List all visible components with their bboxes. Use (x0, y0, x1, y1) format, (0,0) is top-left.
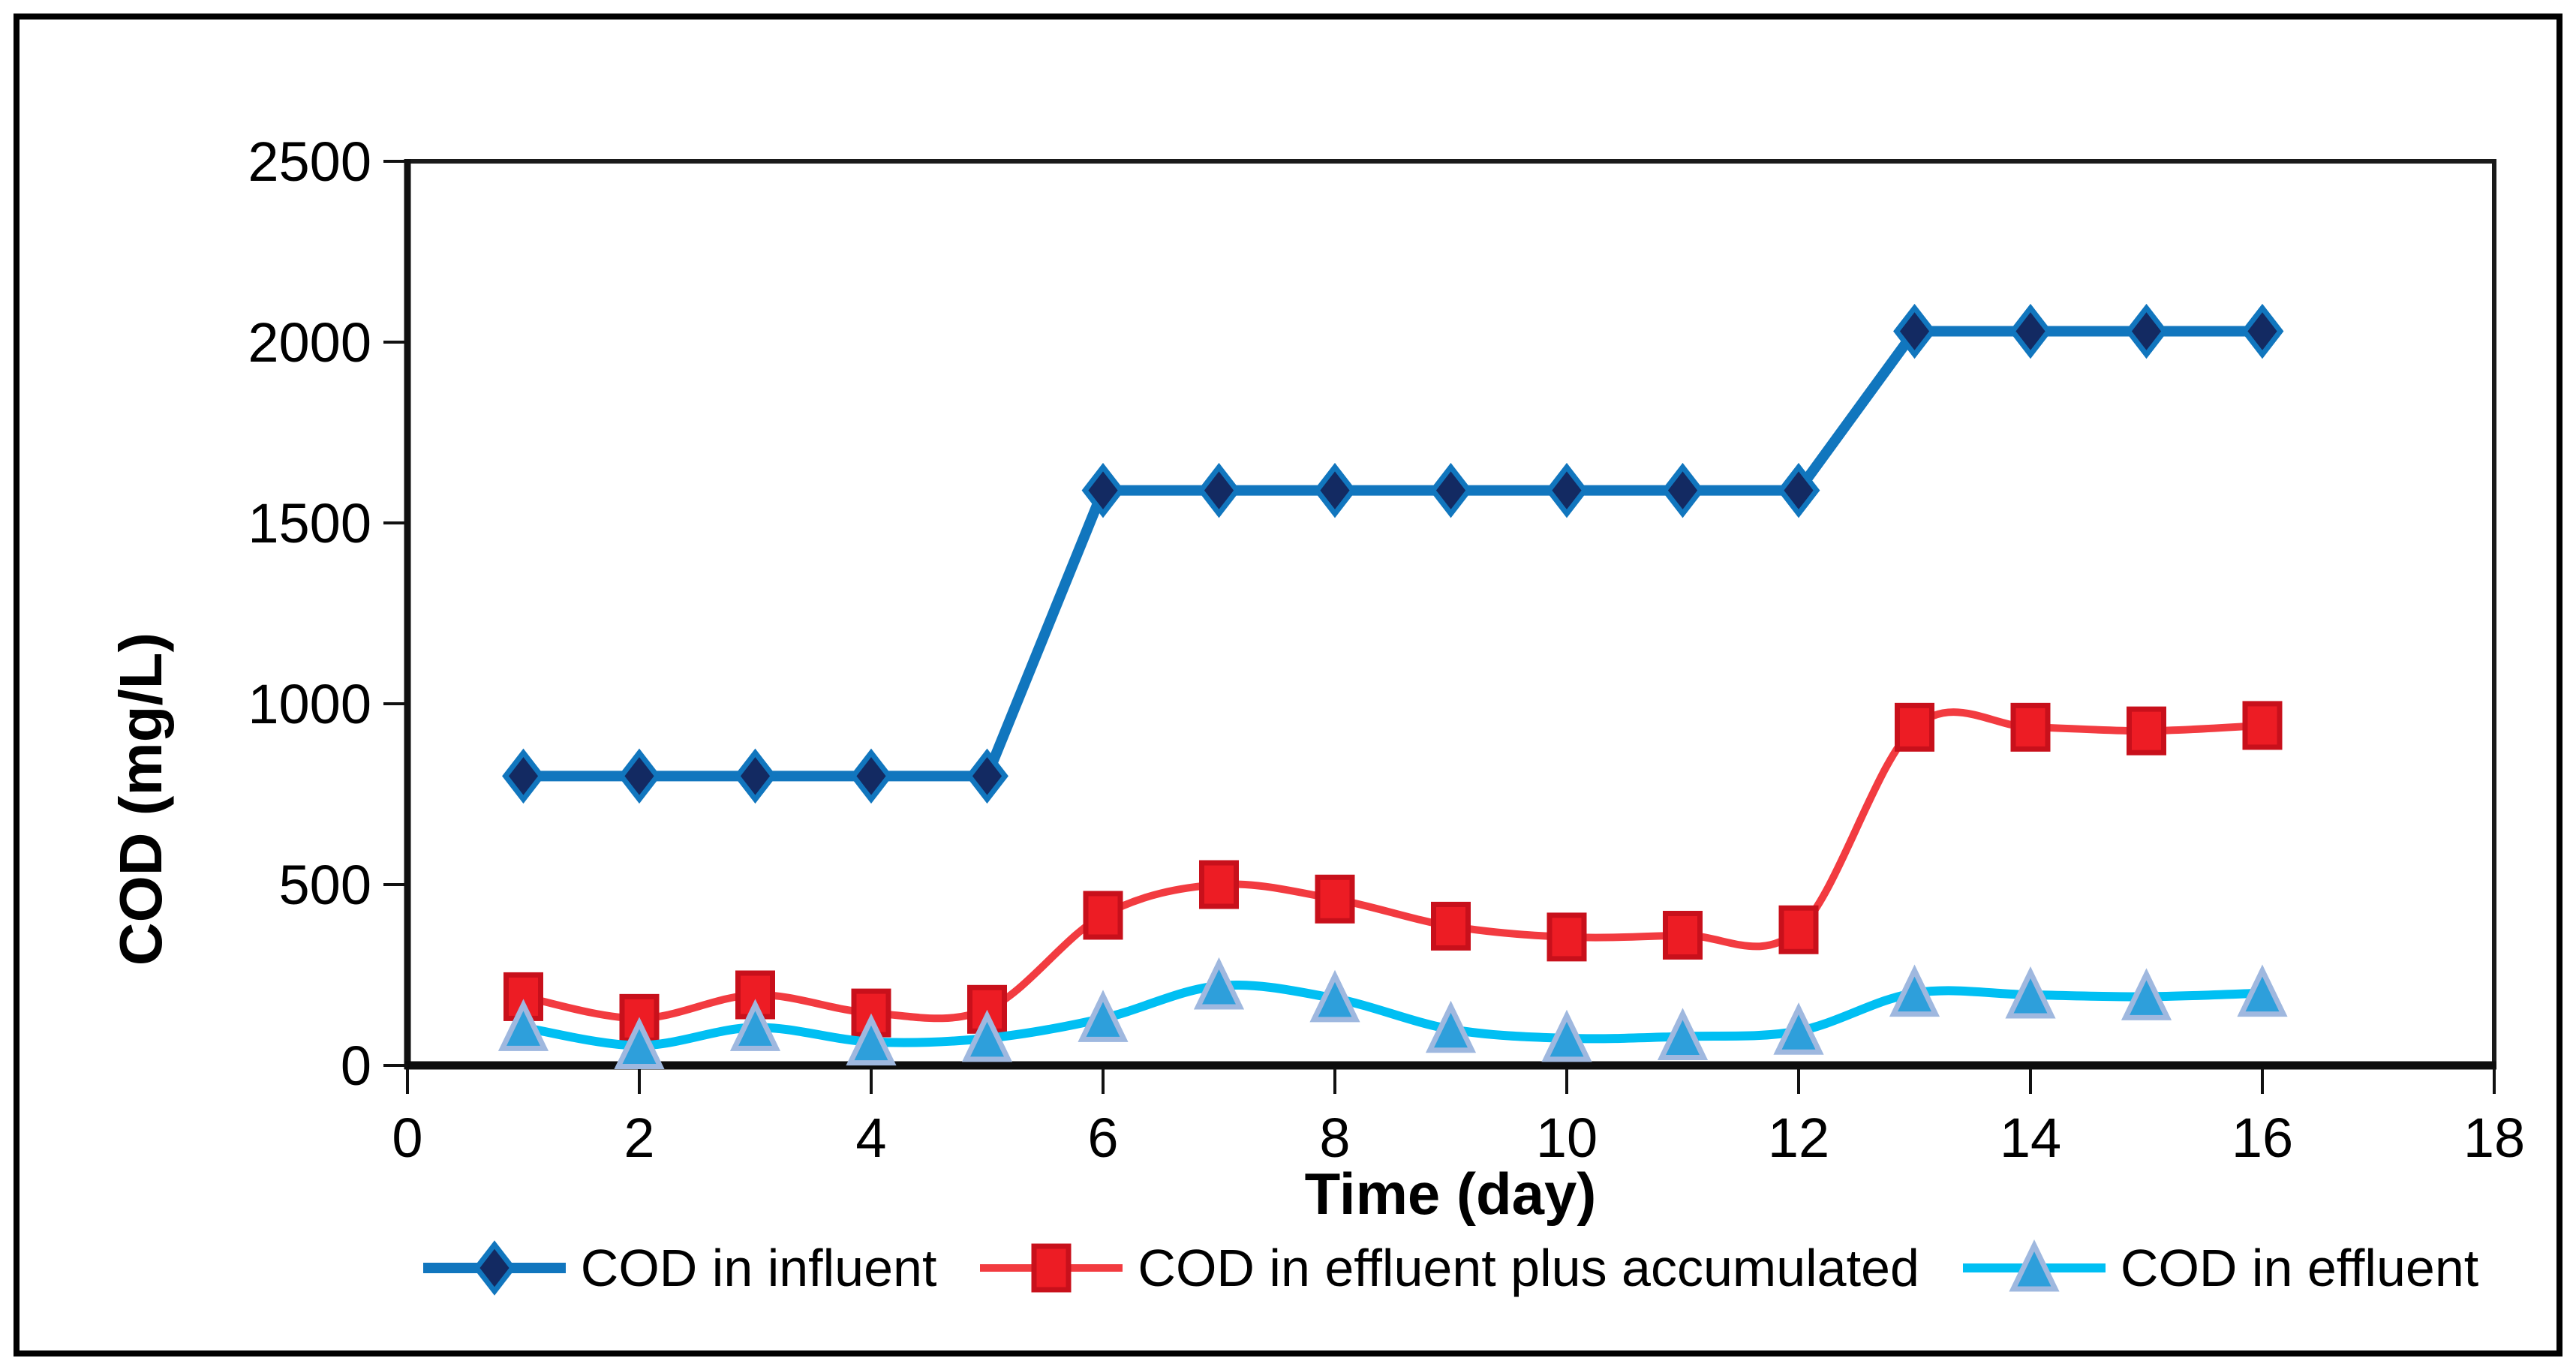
data-point-square (1778, 905, 1819, 954)
data-point-diamond (2125, 303, 2168, 359)
data-point-diamond (2009, 303, 2052, 359)
data-point-diamond (2241, 303, 2284, 359)
data-point-square (2010, 702, 2051, 752)
data-point-square (1663, 910, 1703, 960)
data-point-triangle (2121, 968, 2172, 1020)
data-point-diamond (618, 748, 661, 804)
x-tick-label: 4 (855, 1107, 886, 1169)
legend-marker-square-icon (980, 1243, 1123, 1293)
data-point-diamond (1313, 462, 1357, 518)
data-point-square (1315, 874, 1355, 924)
x-tick-label: 12 (1768, 1107, 1829, 1169)
data-point-square (1547, 912, 1587, 962)
data-point-square (1031, 1243, 1072, 1293)
series-line (519, 980, 2267, 1050)
data-point-triangle (1309, 969, 1360, 1023)
x-tick-label: 16 (2232, 1107, 2293, 1169)
x-tick-label: 18 (2463, 1107, 2525, 1169)
data-point-diamond (1198, 462, 1240, 518)
y-tick-label: 2000 (248, 311, 371, 374)
series-1 (503, 701, 2283, 1043)
x-tick-label: 10 (1536, 1107, 1598, 1169)
y-tick-label: 0 (341, 1035, 371, 1097)
data-point-triangle (1541, 1009, 1592, 1062)
data-point-triangle (961, 1009, 1013, 1062)
legend-item-1: COD in effluent plus accumulated (980, 1227, 1919, 1309)
y-tick-label: 500 (279, 854, 371, 916)
data-point-triangle (846, 1013, 897, 1066)
legend-marker-diamond-icon (422, 1240, 566, 1296)
data-point-diamond (1545, 462, 1589, 518)
data-point-square (1431, 901, 1471, 951)
data-point-triangle (1773, 1002, 1824, 1055)
data-point-square (1083, 891, 1123, 940)
data-point-diamond (1429, 462, 1472, 518)
data-point-triangle (1889, 964, 1940, 1017)
data-point-square (1199, 860, 1239, 909)
legend-label: COD in effluent plus accumulated (1138, 1239, 1919, 1297)
y-axis-title: COD (mg/L) (107, 632, 174, 966)
data-point-triangle (1078, 990, 1129, 1042)
data-point-triangle (729, 999, 781, 1051)
data-point-diamond (966, 748, 1008, 804)
data-point-triangle (614, 1017, 665, 1069)
x-tick-label: 8 (1319, 1107, 1350, 1169)
y-tick-label: 1500 (248, 492, 371, 554)
chart-legend: COD in influent COD in effluent plus accu… (407, 1221, 2494, 1314)
data-point-triangle (2237, 964, 2288, 1017)
x-tick-label: 2 (624, 1107, 654, 1169)
data-point-diamond (849, 748, 893, 804)
legend-label: COD in influent (580, 1239, 937, 1297)
data-point-diamond (473, 1240, 516, 1296)
series-2 (497, 957, 2288, 1069)
data-point-triangle (1425, 1000, 1477, 1053)
x-axis-title: Time (day) (1305, 1161, 1597, 1227)
data-point-diamond (1893, 303, 1936, 359)
data-point-triangle (1193, 957, 1245, 1010)
x-tick-label: 0 (392, 1107, 422, 1169)
data-point-diamond (1081, 462, 1125, 518)
data-point-square (1895, 702, 1934, 752)
data-point-triangle (497, 999, 549, 1051)
data-point-square (2242, 701, 2283, 750)
data-point-diamond (1777, 462, 1820, 518)
y-tick-label: 2500 (248, 131, 371, 193)
legend-item-2: COD in effluent (1962, 1227, 2479, 1309)
legend-label: COD in effluent (2120, 1239, 2479, 1297)
data-point-triangle (1657, 1008, 1709, 1060)
legend-item-0: COD in influent (422, 1227, 937, 1309)
series-0 (502, 303, 2284, 804)
x-tick-label: 6 (1087, 1107, 1118, 1169)
data-point-square (2127, 706, 2166, 756)
data-point-diamond (734, 748, 777, 804)
x-tick-label: 14 (2000, 1107, 2061, 1169)
data-point-triangle (2005, 966, 2056, 1019)
data-point-diamond (1661, 462, 1704, 518)
series-line (519, 708, 2266, 1023)
data-point-triangle (2009, 1239, 2060, 1292)
legend-marker-triangle-icon (1962, 1239, 2106, 1292)
y-tick-label: 1000 (248, 673, 371, 735)
data-point-diamond (502, 748, 545, 804)
series-line (518, 326, 2268, 782)
